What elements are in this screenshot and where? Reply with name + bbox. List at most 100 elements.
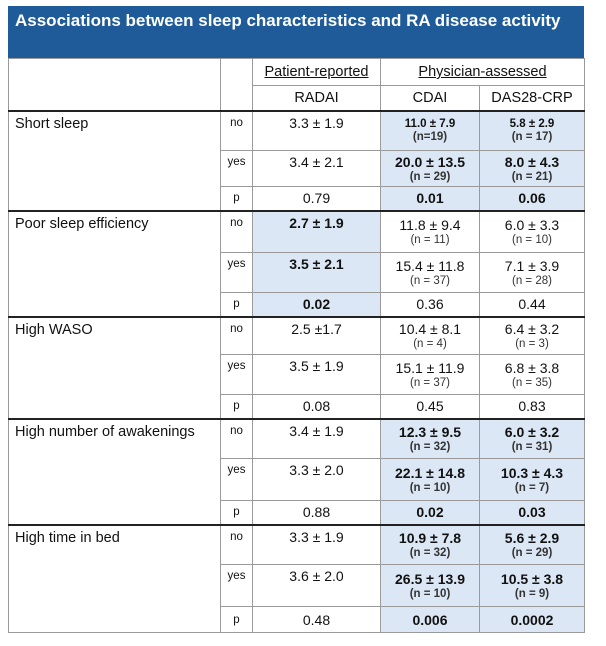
cell-cdai-n: (n=19) [412,131,448,144]
subrow-label: yes [220,354,253,395]
header-empty [8,58,221,111]
subrow-label: yes [220,458,253,501]
cell-cdai-n: (n = 4) [413,337,447,350]
cell-radai: 3.6 ± 2.0 [289,568,344,584]
cell-das: 10.3 ± 4.3 [500,464,564,481]
table-row: yes 3.5 ± 1.9 15.1 ± 11.9 (n = 37) 6.8 ± … [9,354,585,395]
table-row: p 0.48 0.006 0.0002 [9,606,585,633]
row-label-poor-sleep-efficiency: Poor sleep efficiency [8,209,221,317]
cell-cdai-n: (n = 37) [410,376,450,389]
cell-das-n: (n = 28) [512,274,552,287]
cell-das-n: (n = 21) [511,170,553,183]
header-patient-reported: Patient-reported [252,58,381,86]
subrow-label: p [220,606,253,633]
cell-radai: 3.5 ± 2.1 [289,256,344,272]
cell-das: 0.0002 [479,606,585,633]
cell-radai: 3.4 ± 2.1 [289,154,344,170]
subrow-label: p [220,186,253,211]
table-row: yes 3.5 ± 2.1 15.4 ± 11.8 (n = 37) 7.1 ± … [9,252,585,293]
table-row: High time in bed no 3.3 ± 1.9 10.9 ± 7.8… [8,523,585,633]
cell-das-n: (n = 3) [515,337,549,350]
table-row: yes 3.6 ± 2.0 26.5 ± 13.9 (n = 10) 10.5 ±… [9,564,585,607]
cell-cdai-n: (n = 11) [410,233,450,246]
cell-das-n: (n = 9) [514,587,550,600]
table-row: High WASO no 2.5 ±1.7 10.4 ± 8.1 (n = 4) … [8,315,585,419]
cell-das: 5.8 ± 2.9 [509,118,555,131]
header-row-columns: RADAI CDAI DAS28-CRP [9,85,585,111]
cell-cdai-n: (n = 10) [409,481,451,494]
cell-radai: 0.88 [252,500,381,525]
subrow-label: no [220,109,253,151]
cell-cdai-n: (n = 32) [409,440,451,453]
subrow-label: no [220,417,253,459]
header-empty-sub [220,58,253,111]
row-label-high-number-of-awakenings: High number of awakenings [8,417,221,525]
cell-das: 6.4 ± 3.2 [504,320,560,337]
table-row: Short sleep no 3.3 ± 1.9 11.0 ± 7.9 (n=19… [8,109,585,211]
cell-cdai: 11.0 ± 7.9 [404,118,456,131]
cell-das: 6.0 ± 3.2 [504,423,560,440]
cell-das: 8.0 ± 4.3 [504,153,560,170]
cell-das: 0.44 [479,292,585,317]
cell-cdai-n: (n = 32) [409,546,451,559]
cell-das-n: (n = 17) [511,131,553,144]
cell-radai: 3.3 ± 1.9 [289,114,344,131]
cell-cdai-n: (n = 29) [409,170,451,183]
row-label-short-sleep: Short sleep [8,109,221,211]
cell-cdai: 0.36 [380,292,480,317]
cell-cdai: 0.006 [380,606,480,633]
cell-radai: 2.7 ± 1.9 [289,214,344,231]
cell-das: 0.83 [479,394,585,419]
cell-cdai: 12.3 ± 9.5 [398,423,462,440]
cell-cdai: 20.0 ± 13.5 [395,153,465,170]
cell-das: 0.03 [479,500,585,525]
table-row: p 0.02 0.36 0.44 [9,292,585,317]
cell-cdai-n: (n = 37) [410,274,450,287]
subrow-label: p [220,292,253,317]
cell-cdai: 0.45 [380,394,480,419]
cell-cdai: 15.4 ± 11.8 [395,257,465,274]
cell-radai: 0.79 [252,186,381,211]
cell-cdai: 10.4 ± 8.1 [398,320,462,337]
table-title: Associations between sleep characteristi… [8,6,584,58]
table-row: yes 3.3 ± 2.0 22.1 ± 14.8 (n = 10) 10.3 ±… [9,458,585,501]
cell-radai: 3.5 ± 1.9 [289,358,344,374]
subrow-label: p [220,394,253,419]
cell-das: 6.8 ± 3.8 [504,359,560,376]
cell-cdai: 22.1 ± 14.8 [395,464,465,481]
cell-cdai-n: (n = 10) [409,587,451,600]
cell-radai: 2.5 ±1.7 [291,320,342,337]
cell-radai: 0.08 [252,394,381,419]
cell-das: 7.1 ± 3.9 [504,257,560,274]
results-table: Patient-reported Physician-assessed RADA… [8,58,585,633]
table-row: Poor sleep efficiency no 2.7 ± 1.9 11.8 … [8,209,585,317]
cell-cdai: 0.02 [380,500,480,525]
cell-radai: 3.3 ± 1.9 [289,528,344,545]
cell-cdai: 0.01 [380,186,480,211]
subrow-label: no [220,209,253,253]
subrow-label: no [220,523,253,565]
subrow-label: yes [220,252,253,293]
cell-das: 5.6 ± 2.9 [504,529,560,546]
header-cdai: CDAI [380,85,480,111]
subrow-label: no [220,315,253,355]
cell-radai: 3.4 ± 1.9 [289,422,344,439]
table-row: High number of awakenings no 3.4 ± 1.9 1… [8,417,585,525]
cell-das: 0.06 [479,186,585,211]
cell-das-n: (n = 29) [511,546,553,559]
cell-cdai: 26.5 ± 13.9 [395,570,465,587]
row-label-high-waso: High WASO [8,315,221,419]
header-radai: RADAI [252,85,381,111]
table-row: p 0.88 0.02 0.03 [9,500,585,525]
cell-cdai: 10.9 ± 7.8 [398,529,462,546]
cell-das-n: (n = 10) [512,233,552,246]
cell-cdai: 15.1 ± 11.9 [395,359,465,376]
header-physician-assessed: Physician-assessed [380,58,585,86]
cell-radai: 0.48 [252,606,381,633]
table-row: p 0.08 0.45 0.83 [9,394,585,419]
cell-cdai: 11.8 ± 9.4 [399,216,461,233]
row-label-high-time-in-bed: High time in bed [8,523,221,633]
header-row-groups: Patient-reported Physician-assessed [8,58,585,111]
header-das28crp: DAS28-CRP [479,85,585,111]
cell-das-n: (n = 7) [514,481,550,494]
